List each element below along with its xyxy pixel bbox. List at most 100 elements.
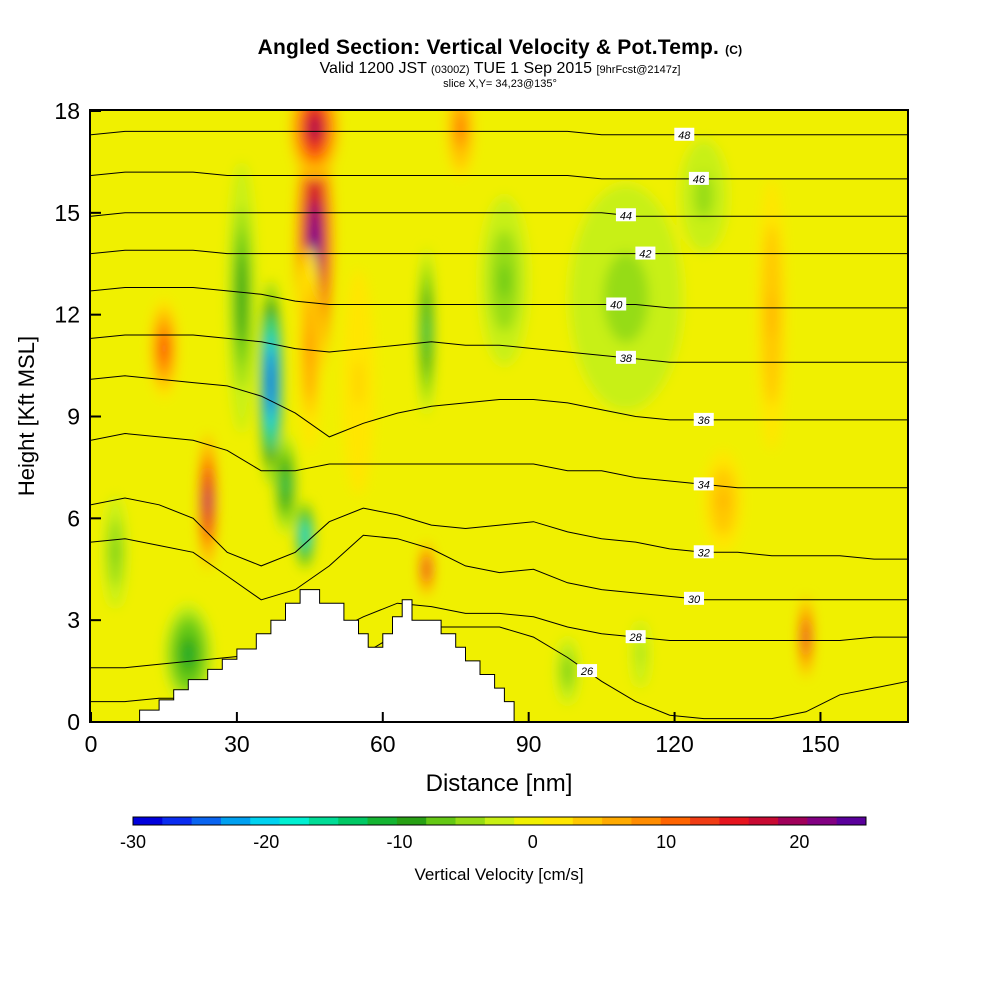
y-tick-label: 9: [67, 404, 80, 430]
colorbar-swatch: [162, 817, 193, 825]
colorbar-tick-label: -10: [387, 832, 413, 852]
x-tick-label: 120: [655, 731, 693, 757]
contour-label-text: 44: [620, 210, 632, 222]
x-tick-label: 90: [516, 731, 542, 757]
colorbar-frame: [132, 816, 867, 826]
velocity-cell-2: [268, 365, 273, 400]
contour-label-46: 46: [688, 171, 709, 186]
colorbar-swatch: [807, 817, 838, 825]
contour-label-text: 38: [620, 353, 633, 365]
contour-label-36: 36: [693, 412, 714, 427]
contour-label-bg: [684, 591, 705, 605]
contour-label-bg: [625, 630, 646, 644]
y-tick-label: 6: [67, 505, 80, 531]
contour-46: [91, 171, 908, 180]
colorbar-swatch: [279, 817, 310, 825]
contour-label-28: 28: [625, 630, 646, 644]
colorbar: -30 -20 -10 0 10 20: [120, 816, 867, 852]
velocity-cell-18: [565, 664, 571, 678]
colorbar-swatch: [514, 817, 544, 825]
chart-title-text: Angled Section: Vertical Velocity & Pot.…: [257, 36, 720, 59]
colorbar-tick-label: -20: [253, 832, 279, 852]
velocity-cell-3: [303, 529, 307, 541]
copyright-mark: (C): [725, 43, 743, 57]
contour-44: [91, 212, 908, 217]
contour-32: [91, 497, 908, 567]
colorbar-swatch: [778, 817, 808, 825]
contour-label-bg: [615, 208, 636, 222]
x-tick-label: 150: [801, 731, 839, 757]
velocity-cell-21: [499, 263, 510, 298]
terrain: [91, 589, 908, 723]
velocity-cell-10: [310, 119, 319, 137]
colorbar-swatch: [308, 817, 339, 825]
contour-label-bg: [693, 412, 714, 426]
velocity-cell-22: [355, 359, 362, 406]
contour-label-bg: [674, 127, 695, 141]
colorbar-swatch: [484, 817, 515, 825]
plot-frame: [89, 109, 909, 723]
colorbar-swatch: [748, 817, 779, 825]
contour-label-48: 48: [674, 127, 695, 142]
terrain-profile: [91, 589, 908, 723]
velocity-cell-5: [283, 475, 288, 493]
contour-label-26: 26: [577, 664, 598, 678]
velocity-cell-8: [425, 317, 429, 346]
valid-prefix: Valid 1200 JST: [319, 60, 427, 77]
contour-label-text: 26: [580, 666, 594, 678]
colorbar-swatch: [631, 817, 662, 825]
theta-contours: [91, 130, 908, 720]
contour-30: [91, 534, 908, 601]
velocity-cell-11: [458, 119, 464, 137]
contour-label-38: 38: [615, 350, 636, 365]
valid-utc: (0300Z): [431, 64, 470, 76]
velocity-cell-6: [206, 490, 210, 513]
x-axis-label: Distance [nm]: [426, 770, 573, 797]
contour-label-bg: [606, 297, 627, 311]
contour-label-bg: [635, 246, 656, 260]
colorbar-swatch: [426, 817, 457, 825]
colorbar-label: Vertical Velocity [cm/s]: [414, 865, 583, 884]
colorbar-swatch: [543, 817, 574, 825]
slice-info: slice X,Y= 34,23@135°: [443, 78, 557, 90]
contour-42: [91, 249, 908, 255]
y-tick-label: 12: [54, 302, 80, 328]
chart-title: Angled Section: Vertical Velocity & Pot.…: [0, 36, 1000, 60]
colorbar-swatch: [133, 817, 163, 825]
colorbar-tick-label: -30: [120, 832, 146, 852]
colorbar-swatch: [455, 817, 486, 825]
contour-label-30: 30: [684, 591, 705, 606]
colorbar-swatch: [191, 817, 222, 825]
velocity-cell-9: [425, 564, 428, 574]
velocity-cell-13: [698, 184, 709, 208]
contour-label-32: 32: [693, 545, 714, 559]
velocity-cell-16: [184, 645, 193, 663]
x-tick-label: 60: [370, 731, 396, 757]
valid-time-line: Valid 1200 JST (0300Z) TUE 1 Sep 2015 [9…: [0, 60, 1000, 78]
velocity-cell-17: [112, 540, 118, 564]
contour-label-text: 36: [698, 415, 711, 427]
contour-34: [91, 432, 908, 489]
colorbar-swatch: [396, 817, 427, 825]
colorbar-tick-label: 20: [789, 832, 809, 852]
y-axis-label: Height [Kft MSL]: [14, 336, 39, 496]
contour-label-bg: [693, 477, 714, 491]
x-tick-label: 0: [85, 731, 98, 757]
contour-labels: 26 28 30 32 34 36 38 40 42 44 46 48: [577, 127, 714, 678]
velocity-cell-1: [307, 331, 312, 366]
valid-date: TUE 1 Sep 2015: [473, 60, 593, 77]
contour-28: [91, 602, 908, 669]
contour-label-bg: [688, 171, 709, 185]
colorbar-swatch: [690, 817, 720, 825]
velocity-cell-19: [638, 645, 643, 663]
contour-40: [91, 287, 908, 309]
contour-label-text: 40: [610, 299, 623, 311]
velocity-cell-7: [161, 340, 167, 358]
colorbar-swatch: [660, 817, 691, 825]
contour-label-text: 34: [698, 479, 710, 491]
velocity-cell-4: [239, 275, 245, 321]
colorbar-swatch: [367, 817, 398, 825]
contour-label-text: 42: [639, 249, 651, 261]
